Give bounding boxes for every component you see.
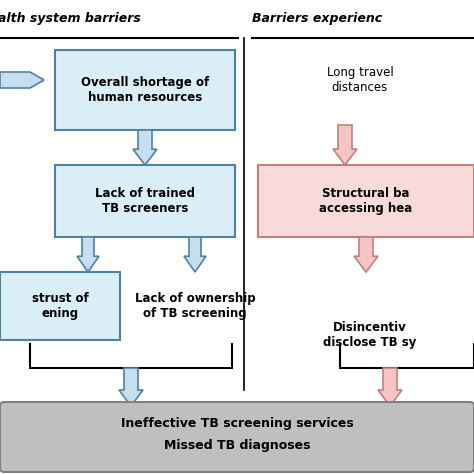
- Bar: [55, 165, 235, 237]
- Text: alth system barriers: alth system barriers: [0, 11, 141, 25]
- Text: strust of
ening: strust of ening: [32, 292, 88, 320]
- Text: Structural ba
accessing hea: Structural ba accessing hea: [319, 187, 413, 215]
- Text: Lack of ownership
of TB screening: Lack of ownership of TB screening: [135, 292, 255, 320]
- Text: Disincentiv
disclose TB sy: Disincentiv disclose TB sy: [323, 321, 417, 349]
- Bar: [258, 165, 474, 237]
- FancyBboxPatch shape: [0, 402, 474, 472]
- Polygon shape: [77, 237, 99, 272]
- Polygon shape: [133, 130, 157, 165]
- Bar: [0, 272, 120, 340]
- Text: Missed TB diagnoses: Missed TB diagnoses: [164, 439, 310, 453]
- Polygon shape: [378, 368, 402, 406]
- Polygon shape: [119, 368, 143, 406]
- Text: Lack of trained
TB screeners: Lack of trained TB screeners: [95, 187, 195, 215]
- Bar: [55, 50, 235, 130]
- Polygon shape: [354, 237, 378, 272]
- Text: Long travel
distances: Long travel distances: [327, 66, 393, 94]
- Text: Overall shortage of
human resources: Overall shortage of human resources: [81, 76, 209, 104]
- Text: Barriers experienc: Barriers experienc: [252, 11, 382, 25]
- Polygon shape: [0, 72, 44, 88]
- Polygon shape: [333, 125, 357, 165]
- Text: Ineffective TB screening services: Ineffective TB screening services: [120, 418, 354, 430]
- Polygon shape: [184, 237, 206, 272]
